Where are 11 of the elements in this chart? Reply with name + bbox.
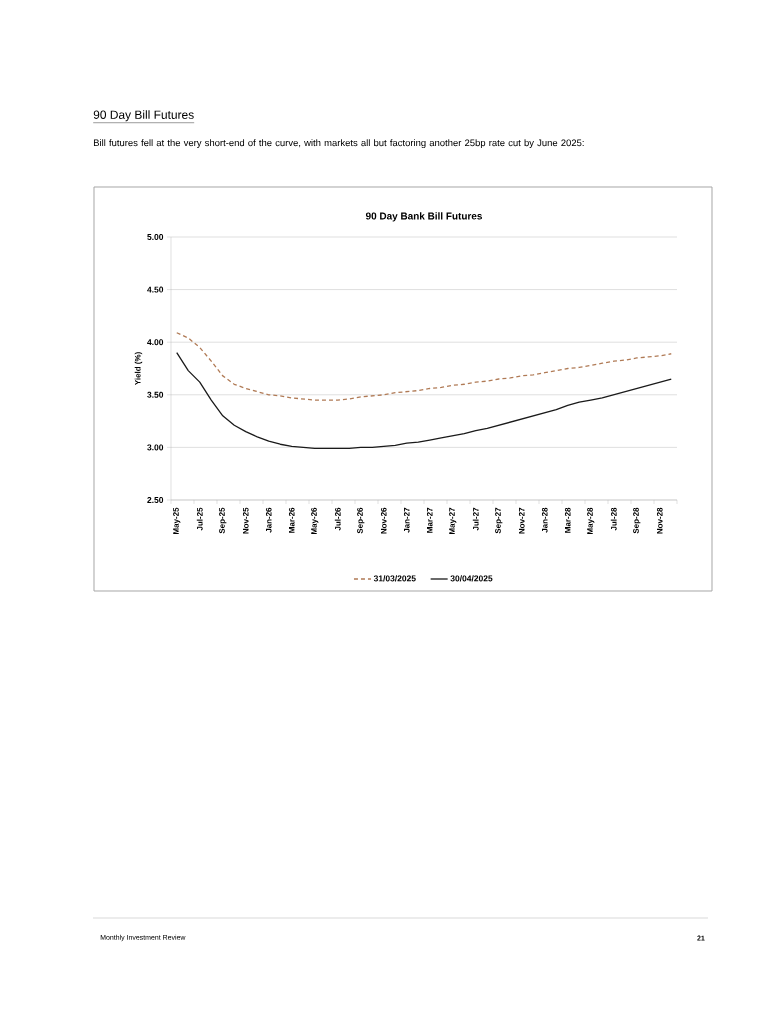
text: Bill futures fell at the very short-end of the curve, with markets all but factoring another 25bp rate cut by June 2025: bbox=[93, 139, 584, 149]
legend-label: 31/03/2025 bbox=[373, 575, 416, 582]
y-tick-label: 4.00 bbox=[147, 339, 164, 346]
y-tick-label: 3.50 bbox=[147, 391, 164, 398]
y-tick-label: 4.50 bbox=[147, 286, 164, 293]
y-tick-label: 5.00 bbox=[147, 234, 164, 240]
y-tick-label: 2.50 bbox=[147, 497, 164, 503]
text: 90 Day Bill Futures bbox=[93, 110, 194, 122]
legend-label: 30/04/2025 bbox=[450, 575, 493, 582]
chart-title: 90 Day Bank Bill Futures bbox=[365, 212, 482, 222]
y-tick-label: 3.00 bbox=[147, 444, 164, 451]
